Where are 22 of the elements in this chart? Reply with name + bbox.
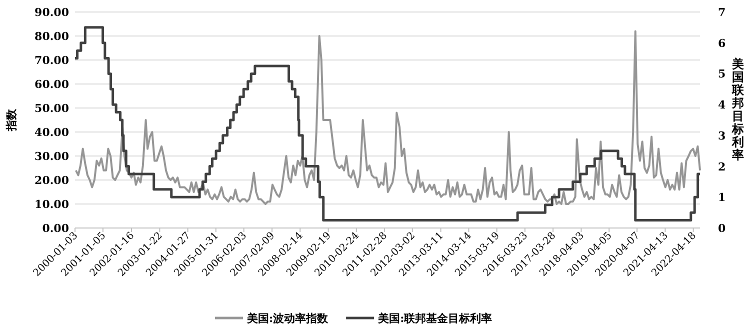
y-axis-title: 指数 — [5, 108, 18, 132]
y-tick-label: 50.00 — [34, 102, 70, 115]
y-tick-label: 30.00 — [34, 150, 70, 163]
y2-tick-label: 7 — [718, 6, 726, 19]
y-tick-label: 60.00 — [34, 78, 70, 91]
y-tick-label: 0.00 — [42, 222, 70, 235]
y-tick-label: 70.00 — [34, 54, 70, 67]
legend-label: 美国:联邦基金目标利率 — [377, 312, 492, 325]
y2-tick-label: 4 — [718, 98, 726, 112]
y-tick-label: 80.00 — [34, 30, 70, 43]
y2-tick-label: 3 — [718, 129, 726, 142]
y2-tick-label: 6 — [718, 36, 726, 50]
y-tick-label: 40.00 — [34, 126, 70, 139]
y-tick-label: 10.00 — [34, 198, 70, 211]
y2-tick-label: 2 — [718, 160, 726, 174]
y2-tick-label: 5 — [718, 68, 726, 81]
y2-tick-label: 1 — [718, 191, 726, 204]
y2-tick-label: 0 — [718, 222, 726, 235]
y-tick-label: 20.00 — [34, 174, 70, 187]
y-tick-label: 90.00 — [34, 6, 70, 19]
y2-axis-title: 美国联邦目标利率 — [731, 57, 745, 162]
legend-label: 美国:波动率指数 — [246, 312, 330, 325]
